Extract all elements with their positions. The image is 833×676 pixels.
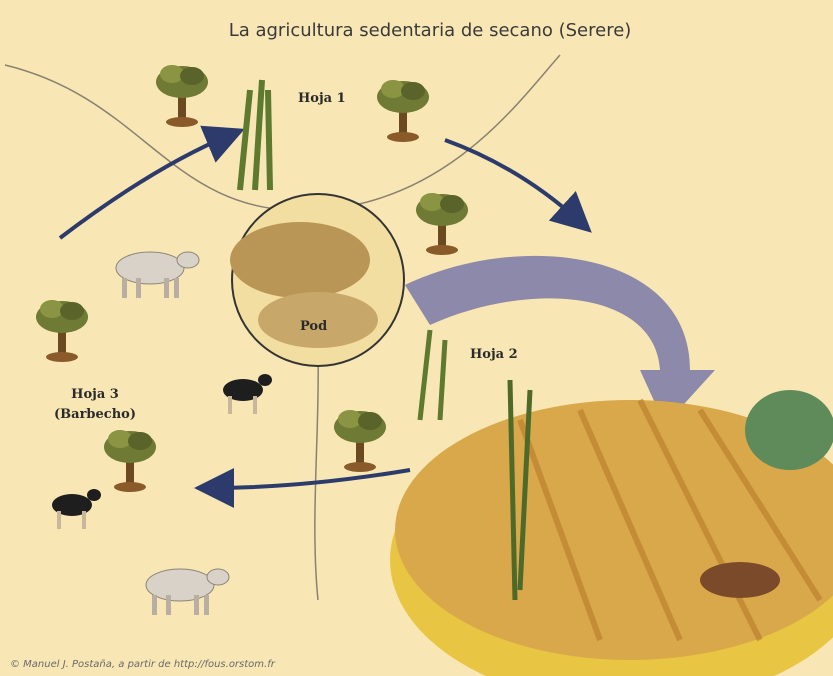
cow [146,569,229,615]
label: Hoja 2 [470,347,518,362]
goat [52,489,101,529]
field-boundary [315,350,318,600]
plant [745,390,833,470]
title: La agricultura sedentaria de secano (Ser… [229,20,632,41]
label: Hoja 3 [71,387,119,402]
goat [223,374,272,414]
arrow [210,470,410,488]
big-arrow [405,256,715,425]
label: Hoja 1 [298,91,346,106]
tree [416,193,468,255]
plant [420,330,445,420]
field-boundary [5,55,560,211]
tree [36,300,88,362]
tree [377,80,429,142]
diagram: La agricultura sedentaria de secano (Ser… [0,0,833,676]
millet [240,80,270,190]
label: Pod [300,319,327,334]
credit: © Manuel J. Postaña, a partir de http://… [10,659,276,670]
arrow [60,135,230,238]
village [230,222,370,298]
label: (Barbecho) [54,407,136,422]
oxen [700,562,780,598]
tree [156,65,208,127]
cow [116,252,199,298]
page: {"title": "La agricultura sedentaria de … [0,0,833,676]
tree [104,430,156,492]
tree [334,410,386,472]
